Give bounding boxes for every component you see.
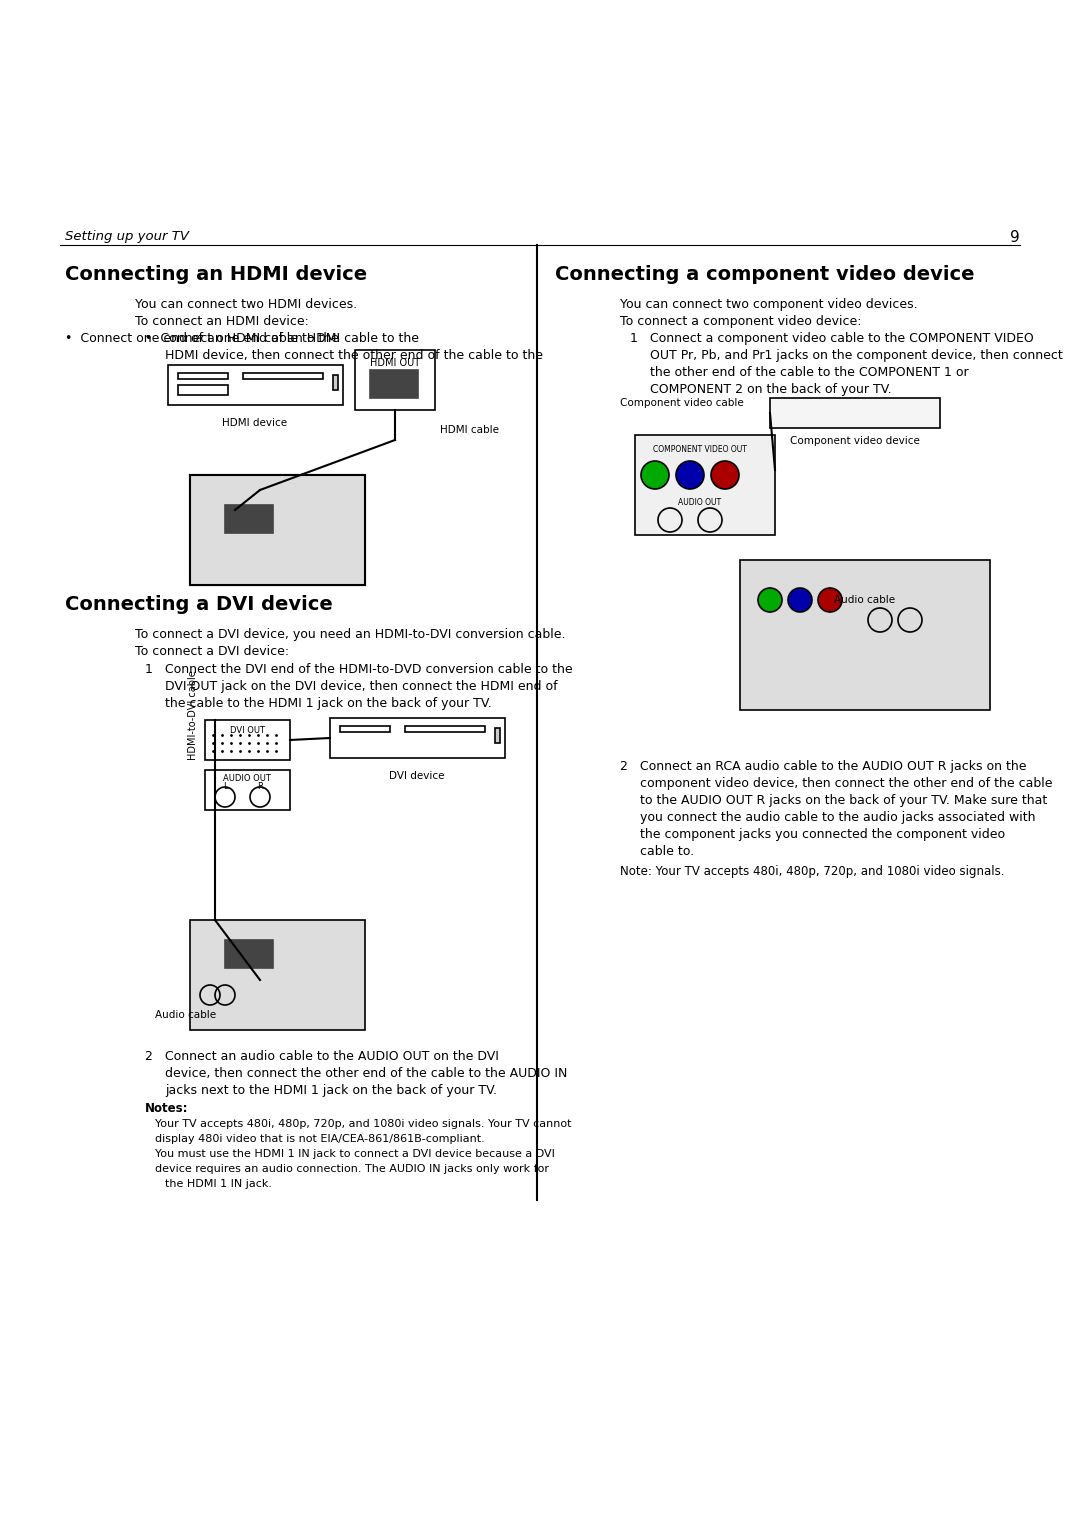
Text: Note: Your TV accepts 480i, 480p, 720p, and 1080i video signals.: Note: Your TV accepts 480i, 480p, 720p, … bbox=[620, 864, 1004, 878]
Bar bbox=[370, 370, 418, 399]
Text: •  Connect one end of an HDMI cable to the: • Connect one end of an HDMI cable to th… bbox=[65, 331, 343, 345]
Bar bbox=[190, 475, 365, 585]
Text: DVI OUT jack on the DVI device, then connect the HDMI end of: DVI OUT jack on the DVI device, then con… bbox=[165, 680, 557, 693]
Text: To connect a DVI device:: To connect a DVI device: bbox=[135, 644, 289, 658]
Text: you connect the audio cable to the audio jacks associated with: you connect the audio cable to the audio… bbox=[640, 811, 1036, 825]
Text: R: R bbox=[257, 782, 262, 791]
Text: DVI device: DVI device bbox=[389, 771, 445, 780]
Text: 9: 9 bbox=[1010, 231, 1020, 244]
Text: L: L bbox=[222, 782, 227, 791]
Bar bbox=[178, 385, 228, 395]
Circle shape bbox=[758, 588, 782, 612]
Bar bbox=[333, 376, 338, 389]
Text: device, then connect the other end of the cable to the AUDIO IN: device, then connect the other end of th… bbox=[165, 1067, 567, 1080]
Bar bbox=[225, 941, 273, 968]
Text: Your TV accepts 480i, 480p, 720p, and 1080i video signals. Your TV cannot: Your TV accepts 480i, 480p, 720p, and 10… bbox=[156, 1119, 571, 1128]
Text: You must use the HDMI 1 IN jack to connect a DVI device because a DVI: You must use the HDMI 1 IN jack to conne… bbox=[156, 1148, 555, 1159]
Text: component video device, then connect the other end of the cable: component video device, then connect the… bbox=[640, 777, 1053, 789]
Text: AUDIO OUT: AUDIO OUT bbox=[224, 774, 271, 783]
Text: Connecting a DVI device: Connecting a DVI device bbox=[65, 596, 333, 614]
Bar bbox=[330, 718, 505, 757]
Text: AUDIO OUT: AUDIO OUT bbox=[678, 498, 721, 507]
Text: the cable to the HDMI 1 jack on the back of your TV.: the cable to the HDMI 1 jack on the back… bbox=[165, 696, 491, 710]
Bar bbox=[740, 560, 990, 710]
Bar bbox=[635, 435, 775, 534]
Text: To connect a component video device:: To connect a component video device: bbox=[620, 315, 862, 328]
Text: Audio cable: Audio cable bbox=[835, 596, 895, 605]
Bar bbox=[355, 350, 435, 411]
Text: the component jacks you connected the component video: the component jacks you connected the co… bbox=[640, 828, 1005, 841]
Text: the other end of the cable to the COMPONENT 1 or: the other end of the cable to the COMPON… bbox=[650, 366, 969, 379]
Circle shape bbox=[788, 588, 812, 612]
Text: OUT Pr, Pb, and Pr1 jacks on the component device, then connect: OUT Pr, Pb, and Pr1 jacks on the compone… bbox=[650, 350, 1063, 362]
Text: Connecting a component video device: Connecting a component video device bbox=[555, 266, 974, 284]
Bar bbox=[243, 373, 323, 379]
Text: the HDMI 1 IN jack.: the HDMI 1 IN jack. bbox=[165, 1179, 272, 1190]
Text: to the AUDIO OUT R jacks on the back of your TV. Make sure that: to the AUDIO OUT R jacks on the back of … bbox=[640, 794, 1048, 806]
Text: jacks next to the HDMI 1 jack on the back of your TV.: jacks next to the HDMI 1 jack on the bac… bbox=[165, 1084, 497, 1096]
Text: Setting up your TV: Setting up your TV bbox=[65, 231, 189, 243]
Bar bbox=[190, 475, 365, 585]
Bar bbox=[178, 373, 228, 379]
Text: 1   Connect a component video cable to the COMPONENT VIDEO: 1 Connect a component video cable to the… bbox=[630, 331, 1034, 345]
Bar bbox=[770, 399, 940, 428]
Bar bbox=[205, 721, 291, 760]
Text: 1   Connect the DVI end of the HDMI-to-DVD conversion cable to the: 1 Connect the DVI end of the HDMI-to-DVD… bbox=[145, 663, 572, 676]
Text: 2   Connect an RCA audio cable to the AUDIO OUT R jacks on the: 2 Connect an RCA audio cable to the AUDI… bbox=[620, 760, 1026, 773]
Text: COMPONENT 2 on the back of your TV.: COMPONENT 2 on the back of your TV. bbox=[650, 383, 892, 395]
Circle shape bbox=[711, 461, 739, 489]
Text: To connect an HDMI device:: To connect an HDMI device: bbox=[135, 315, 309, 328]
Text: Notes:: Notes: bbox=[145, 1102, 189, 1115]
Circle shape bbox=[676, 461, 704, 489]
Text: display 480i video that is not EIA/CEA-861/861B-compliant.: display 480i video that is not EIA/CEA-8… bbox=[156, 1135, 485, 1144]
Bar bbox=[225, 505, 273, 533]
Text: HDMI-to-DVI cable: HDMI-to-DVI cable bbox=[188, 670, 198, 760]
Bar bbox=[205, 770, 291, 809]
Text: Connecting an HDMI device: Connecting an HDMI device bbox=[65, 266, 367, 284]
Circle shape bbox=[818, 588, 842, 612]
Text: 2   Connect an audio cable to the AUDIO OUT on the DVI: 2 Connect an audio cable to the AUDIO OU… bbox=[145, 1051, 499, 1063]
Bar bbox=[405, 725, 485, 731]
Text: Component video cable: Component video cable bbox=[620, 399, 744, 408]
Bar bbox=[168, 365, 343, 405]
Text: device requires an audio connection. The AUDIO IN jacks only work for: device requires an audio connection. The… bbox=[156, 1164, 549, 1174]
Text: •  Connect one end of an HDMI cable to the: • Connect one end of an HDMI cable to th… bbox=[145, 331, 423, 345]
Text: COMPONENT VIDEO OUT: COMPONENT VIDEO OUT bbox=[653, 444, 747, 454]
Bar bbox=[190, 919, 365, 1031]
Text: cable to.: cable to. bbox=[640, 844, 694, 858]
Text: HDMI cable: HDMI cable bbox=[440, 425, 499, 435]
Circle shape bbox=[642, 461, 669, 489]
Text: HDMI device: HDMI device bbox=[222, 418, 287, 428]
Bar bbox=[340, 725, 390, 731]
Text: HDMI device, then connect the other end of the cable to the: HDMI device, then connect the other end … bbox=[145, 350, 543, 362]
Text: Audio cable: Audio cable bbox=[156, 1009, 216, 1020]
Text: To connect a DVI device, you need an HDMI-to-DVI conversion cable.: To connect a DVI device, you need an HDM… bbox=[135, 628, 566, 641]
Text: Component video device: Component video device bbox=[791, 437, 920, 446]
Text: You can connect two component video devices.: You can connect two component video devi… bbox=[620, 298, 918, 312]
Text: DVI OUT: DVI OUT bbox=[229, 725, 265, 734]
Text: HDMI OUT: HDMI OUT bbox=[370, 357, 420, 368]
Text: You can connect two HDMI devices.: You can connect two HDMI devices. bbox=[135, 298, 357, 312]
Bar bbox=[495, 728, 500, 744]
